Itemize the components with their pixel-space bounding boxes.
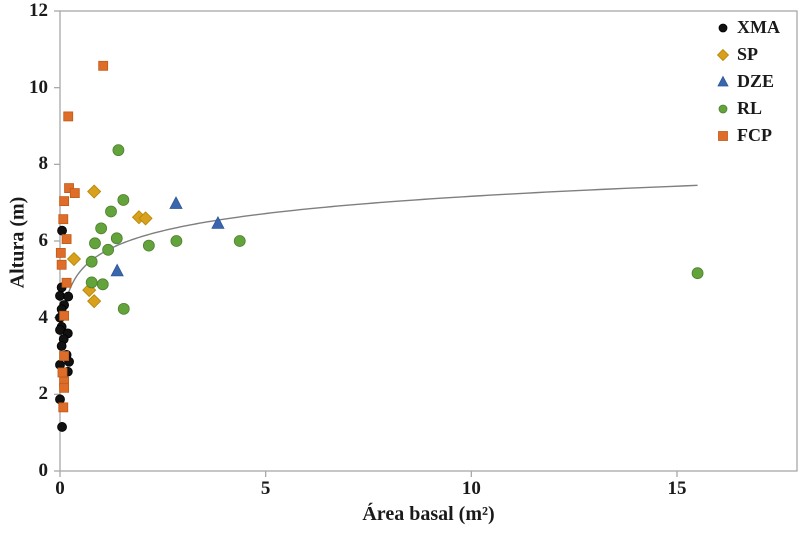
x-tick-label: 5 bbox=[260, 478, 271, 499]
xma-marker-icon bbox=[718, 23, 728, 32]
data-point-xma bbox=[57, 422, 67, 432]
data-point-xma bbox=[56, 341, 67, 351]
y-tick-label: 12 bbox=[29, 0, 48, 21]
data-point-fcp bbox=[98, 60, 109, 71]
data-point-xma bbox=[55, 290, 65, 301]
legend-label: DZE bbox=[737, 71, 775, 91]
data-point-rl bbox=[102, 243, 115, 256]
data-point-rl bbox=[170, 235, 183, 247]
data-point-sp bbox=[66, 251, 82, 267]
fcp-marker-icon bbox=[718, 130, 728, 141]
data-point-rl bbox=[233, 235, 246, 247]
data-point-fcp bbox=[59, 196, 70, 207]
data-point-rl bbox=[96, 278, 109, 291]
data-point-rl bbox=[112, 144, 125, 157]
y-tick-label: 2 bbox=[38, 383, 49, 405]
data-point-fcp bbox=[57, 367, 68, 378]
data-point-fcp bbox=[55, 247, 66, 258]
y-tick-label: 10 bbox=[29, 76, 48, 98]
trendline-curve bbox=[60, 184, 698, 342]
y-tick-label: 8 bbox=[38, 153, 49, 175]
legend-item-fcp: FCP bbox=[716, 122, 780, 149]
y-tick-label: 4 bbox=[38, 306, 49, 328]
legend-label: RL bbox=[737, 98, 763, 118]
x-axis-title: Área basal (m²) bbox=[362, 503, 495, 525]
data-point-sp bbox=[87, 294, 102, 309]
data-point-fcp bbox=[64, 183, 74, 194]
data-point-sp bbox=[87, 184, 102, 199]
data-point-rl bbox=[89, 237, 101, 250]
data-point-fcp bbox=[69, 188, 80, 198]
dze-marker-icon bbox=[717, 75, 729, 86]
data-point-rl bbox=[95, 222, 108, 235]
legend-label: XMA bbox=[737, 17, 780, 37]
legend-label: SP bbox=[737, 44, 759, 64]
data-point-rl bbox=[117, 194, 130, 206]
rl-marker-icon bbox=[718, 104, 728, 113]
y-tick-label: 6 bbox=[38, 230, 49, 251]
data-point-rl bbox=[142, 239, 155, 252]
data-point-xma bbox=[57, 225, 67, 236]
data-point-sp bbox=[138, 211, 153, 226]
legend-item-sp: SP bbox=[716, 41, 780, 68]
x-tick-label: 15 bbox=[667, 478, 687, 499]
data-point-fcp bbox=[58, 214, 69, 225]
data-point-rl bbox=[110, 232, 123, 245]
data-point-fcp bbox=[61, 277, 72, 288]
x-tick-label: 0 bbox=[55, 478, 65, 499]
data-point-fcp bbox=[59, 310, 70, 321]
data-point-xma bbox=[63, 291, 74, 302]
data-point-fcp bbox=[56, 259, 67, 270]
data-point-dze bbox=[169, 196, 183, 209]
data-point-fcp bbox=[63, 111, 74, 122]
data-point-fcp bbox=[59, 382, 70, 393]
data-point-dze bbox=[110, 263, 124, 277]
data-point-rl bbox=[691, 267, 704, 280]
data-point-dze bbox=[211, 216, 225, 229]
legend-item-dze: DZE bbox=[716, 68, 780, 95]
data-point-fcp bbox=[61, 234, 72, 244]
legend: XMA SP DZE RL FCP bbox=[716, 14, 780, 149]
y-tick-label: 0 bbox=[38, 460, 49, 481]
data-point-rl bbox=[117, 302, 130, 315]
legend-item-rl: RL bbox=[716, 95, 780, 122]
x-tick-label: 10 bbox=[461, 478, 481, 499]
sp-marker-icon bbox=[716, 48, 730, 61]
legend-label: FCP bbox=[737, 125, 772, 145]
data-point-rl bbox=[85, 276, 98, 289]
legend-item-xma: XMA bbox=[716, 14, 780, 41]
data-point-fcp bbox=[58, 402, 69, 413]
data-point-fcp bbox=[59, 351, 70, 361]
data-point-rl bbox=[85, 255, 98, 268]
data-point-rl bbox=[105, 205, 117, 218]
